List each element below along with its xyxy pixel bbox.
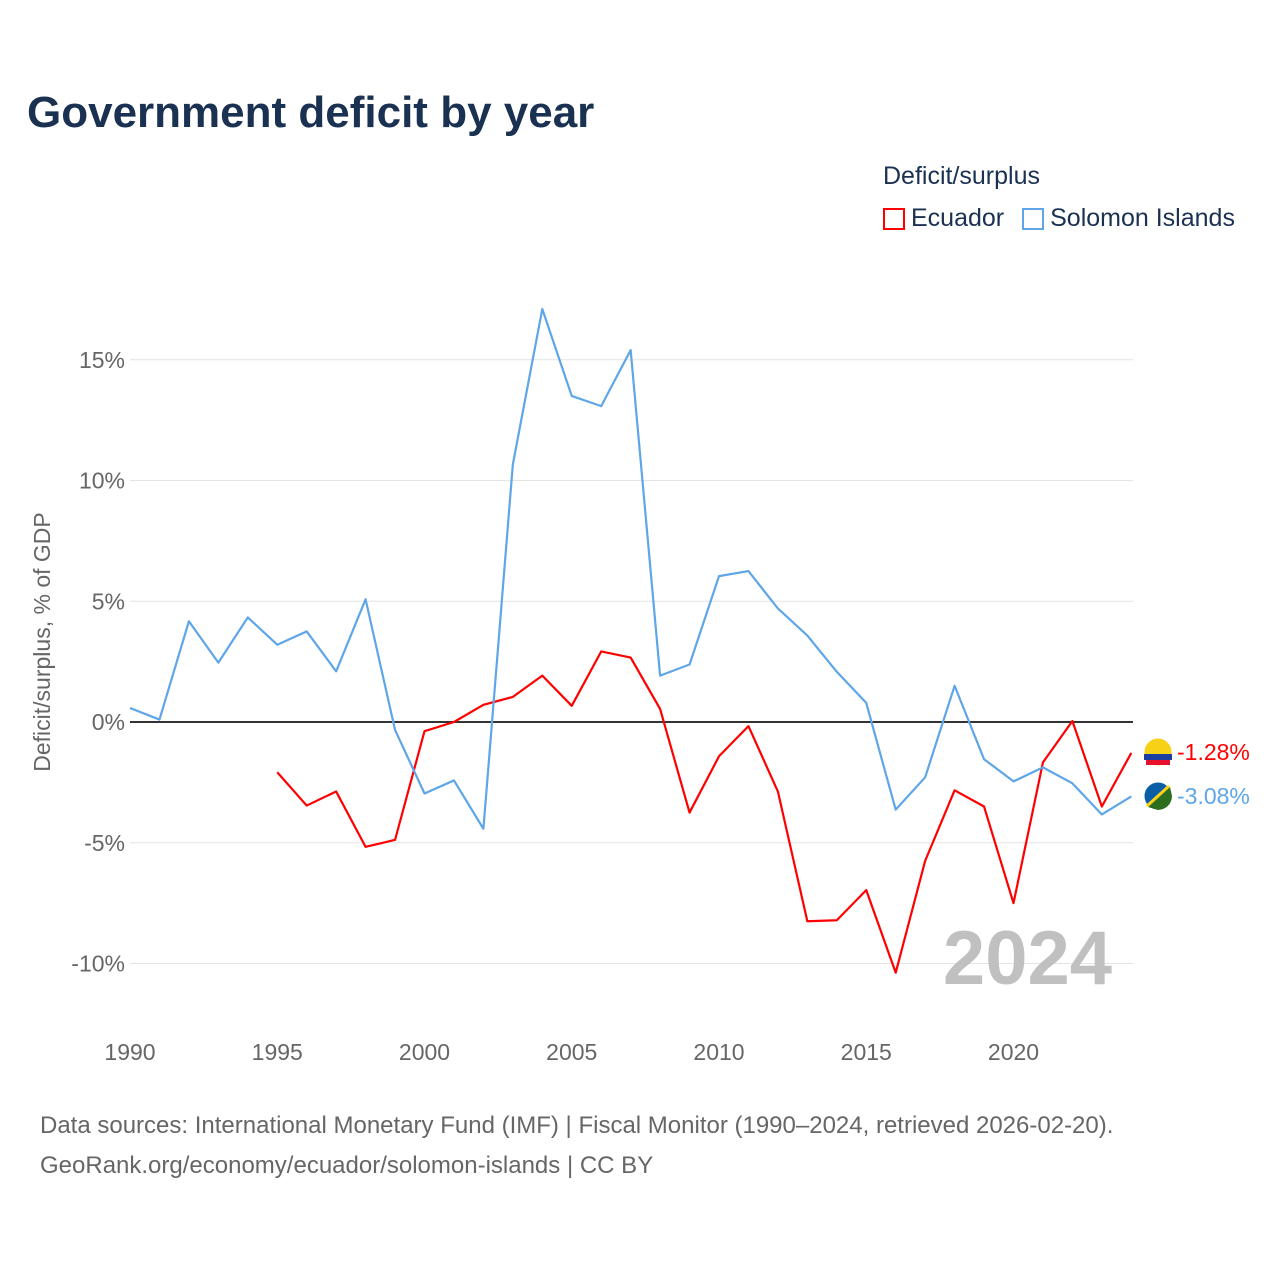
y-tick-label: -10% [71, 951, 125, 977]
x-tick-label: 2010 [693, 1039, 744, 1065]
legend-swatch-solomon-islands [1022, 207, 1045, 230]
y-tick-label: -5% [84, 830, 125, 856]
source-line-2[interactable]: GeoRank.org/economy/ecuador/solomon-isla… [40, 1152, 654, 1179]
legend: Ecuador Solomon Islands [883, 204, 1235, 233]
series-line-ecuador [276, 650, 1133, 974]
x-tick-label: 2005 [546, 1039, 597, 1065]
flag-stripe [1146, 760, 1170, 765]
legend-item-ecuador[interactable]: Ecuador [883, 204, 1004, 233]
flag-stripe [1148, 787, 1172, 810]
end-label-ecuador: -1.28% [1177, 739, 1250, 765]
y-tick-label: 5% [92, 588, 125, 614]
end-label-solomon-islands: -3.08% [1177, 783, 1250, 809]
flag-stripe [1145, 784, 1171, 808]
x-tick-label: 2000 [399, 1039, 450, 1065]
y-tick-label: 0% [92, 709, 125, 735]
y-tick-label: 15% [79, 347, 125, 373]
x-tick-label: 2020 [988, 1039, 1039, 1065]
y-tick-label: 10% [79, 468, 125, 494]
chart-title: Government deficit by year [27, 88, 595, 137]
source-note: Data sources: International Monetary Fun… [40, 1106, 1113, 1186]
legend-swatch-ecuador [883, 207, 905, 230]
y-axis-label: Deficit/surplus, % of GDP [29, 512, 55, 771]
legend-label-solomon-islands: Solomon Islands [1050, 204, 1235, 232]
series-line-solomon-islands [129, 307, 1132, 830]
legend-label-ecuador: Ecuador [911, 204, 1005, 232]
watermark-year: 2024 [943, 916, 1112, 1001]
x-tick-label: 2015 [841, 1039, 892, 1065]
legend-title: Deficit/surplus [883, 162, 1040, 190]
legend-item-solomon-islands[interactable]: Solomon Islands [1022, 204, 1235, 233]
x-tick-label: 1990 [104, 1039, 155, 1065]
flag-stripe [1144, 754, 1172, 760]
source-line-1: Data sources: International Monetary Fun… [40, 1112, 1114, 1139]
flag-icon-ecuador [1143, 737, 1173, 767]
flag-icon-solomon-islands [1143, 781, 1173, 811]
x-tick-label: 1995 [252, 1039, 303, 1065]
